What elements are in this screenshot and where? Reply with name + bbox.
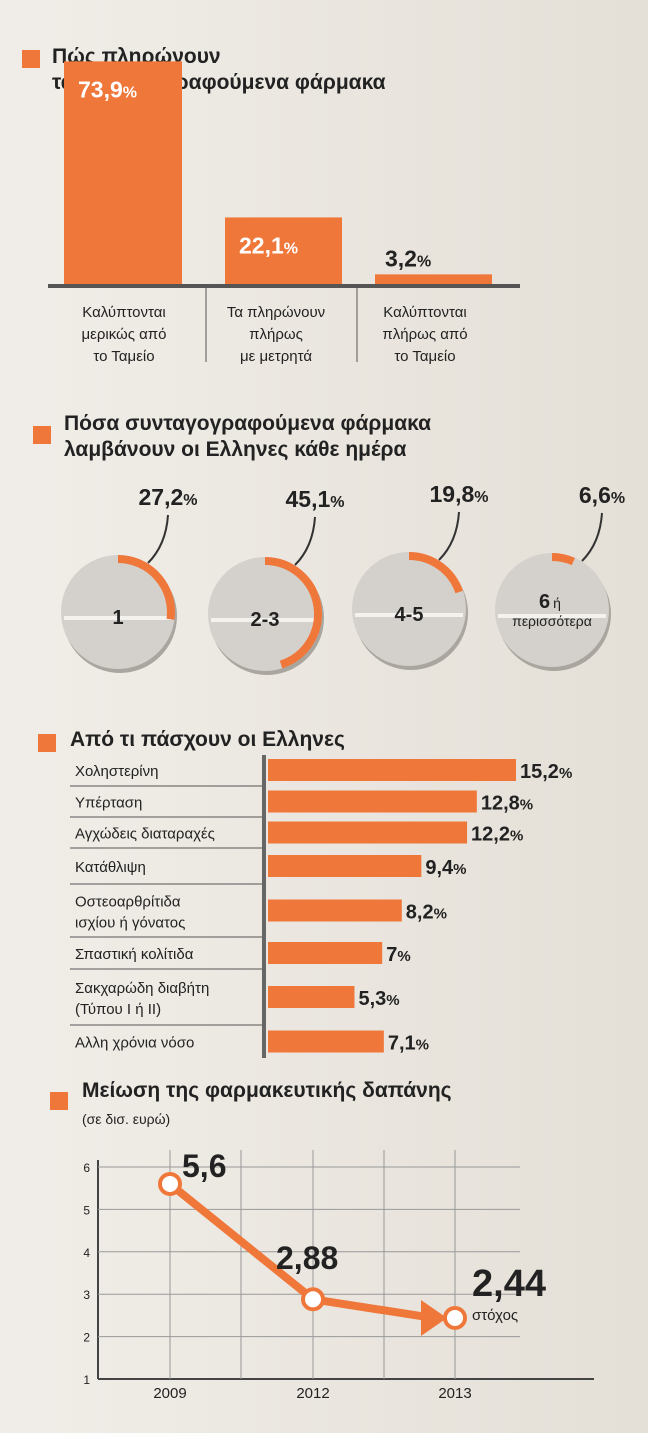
category-label-payment: μερικώς από	[82, 326, 167, 343]
value-label-disease-3: 9,4%	[425, 857, 466, 879]
section-1-marker	[22, 50, 40, 68]
bar-disease-7	[268, 1030, 384, 1053]
pie-leader-1	[294, 516, 316, 566]
x-tick-label: 2012	[296, 1385, 329, 1402]
bar-disease-6	[268, 986, 355, 1008]
category-label-disease: Σακχαρώδη διαβήτη	[75, 980, 209, 997]
category-label-payment: το Ταμείο	[394, 348, 455, 365]
pie-value-label-1: 45,1%	[286, 486, 345, 512]
category-label-disease: Σπαστική κολίτιδα	[75, 946, 194, 963]
bar-disease-4	[268, 899, 402, 922]
category-label-disease: (Τύπου Ι ή ΙΙ)	[75, 1001, 161, 1018]
bar-disease-5	[268, 942, 383, 964]
section-4-marker	[50, 1092, 68, 1110]
category-label-disease: ισχίου ή γόνατος	[75, 915, 185, 932]
category-label-payment: πλήρως	[249, 326, 303, 343]
x-tick-label: 2013	[438, 1385, 471, 1402]
value-label-disease-1: 12,8%	[481, 793, 533, 815]
pill-2	[352, 552, 466, 666]
section-4-title: Μείωση της φαρμακευτικής δαπάνης	[82, 1078, 452, 1104]
line-point-1	[301, 1287, 325, 1312]
pie-slice-2	[408, 552, 463, 594]
section-2-title: Πόσα συνταγογραφούμενα φάρμακα λαμβάνουν…	[64, 411, 431, 463]
value-label-disease-7: 7,1%	[388, 1033, 429, 1055]
category-label-disease: Υπέρταση	[75, 795, 142, 812]
category-label-disease: Χοληστερίνη	[75, 763, 158, 780]
section-2-title-line: Πόσα συνταγογραφούμενα φάρμακα	[64, 412, 432, 435]
value-label-disease-5: 7%	[386, 944, 410, 966]
pie-category-label-1: 2-3	[251, 609, 280, 631]
category-label-payment: το Ταμείο	[93, 348, 154, 365]
category-label-disease: Αλλη χρόνια νόσο	[75, 1035, 194, 1052]
bar-disease-1	[268, 790, 477, 813]
category-label-payment: πλήρως από	[382, 326, 467, 343]
category-label-payment: Καλύπτονται	[383, 304, 466, 321]
value-label-disease-0: 15,2%	[520, 761, 572, 783]
value-label-payment-2: 3,2%	[385, 245, 431, 271]
pill-3	[495, 553, 609, 667]
pie-slice-1	[264, 557, 322, 669]
x-tick-label: 2009	[153, 1385, 186, 1402]
pie-value-label-0: 27,2%	[139, 484, 198, 510]
bar-disease-2	[268, 821, 468, 844]
pie-slice-3	[551, 553, 575, 566]
line-point-0	[158, 1171, 182, 1196]
line-value-label-0: 5,6	[182, 1148, 226, 1184]
category-label-payment: με μετρητά	[240, 348, 312, 365]
y-tick-label: 3	[83, 1288, 90, 1302]
bar-payment-0	[64, 61, 182, 284]
bar-payment-2	[375, 274, 492, 284]
series-arrowhead	[421, 1299, 447, 1336]
category-label-disease: Αγχώδεις διαταραχές	[75, 826, 215, 843]
line-value-label-1: 2,88	[276, 1240, 338, 1276]
pie-category-label-2: 4-5	[395, 604, 424, 626]
category-label-payment: Τα πληρώνουν	[227, 304, 325, 321]
category-label-payment: Καλύπτονται	[82, 304, 165, 321]
value-label-disease-6: 5,3%	[358, 988, 399, 1010]
pie-value-label-3: 6,6%	[579, 482, 625, 508]
line-annotation: στόχος	[472, 1307, 518, 1324]
category-label-disease: Οστεοαρθρίτιδα	[75, 894, 181, 911]
pie-category-label-extra-3: περισσότερα	[512, 613, 592, 629]
bar-disease-0	[268, 759, 516, 781]
section-3-marker	[38, 734, 56, 752]
pie-category-label-0: 1	[112, 607, 123, 629]
y-tick-label: 4	[83, 1246, 90, 1260]
value-label-payment-1: 22,1%	[239, 232, 298, 258]
value-label-payment-0: 73,9%	[78, 76, 137, 102]
y-tick-label: 2	[83, 1331, 90, 1345]
pill-0	[61, 555, 175, 669]
value-label-disease-2: 12,2%	[471, 824, 523, 846]
y-tick-label: 1	[83, 1373, 90, 1387]
section-4-title-line: Μείωση της φαρμακευτικής δαπάνης	[82, 1079, 452, 1102]
pie-leader-3	[581, 512, 603, 562]
pill-1	[208, 557, 322, 671]
category-label-disease: Κατάθλιψη	[75, 859, 146, 876]
line-point-2	[443, 1305, 467, 1330]
line-value-label-2: 2,44	[472, 1263, 546, 1305]
pie-leader-0	[147, 514, 169, 564]
pie-value-label-2: 19,8%	[430, 481, 489, 507]
value-label-disease-4: 8,2%	[406, 902, 447, 924]
section-3-title-line: Από τι πάσχουν οι Ελληνες	[70, 728, 345, 751]
section-4-subtitle: (σε δισ. ευρώ)	[82, 1111, 171, 1127]
pie-slice-0	[117, 555, 175, 620]
section-2-marker	[33, 426, 51, 444]
section-3-title: Από τι πάσχουν οι Ελληνες	[70, 727, 345, 753]
bar-payment-1	[225, 217, 342, 284]
y-tick-label: 5	[83, 1203, 90, 1217]
bar-disease-3	[268, 855, 422, 877]
pie-leader-2	[438, 511, 460, 561]
y-tick-label: 6	[83, 1161, 90, 1175]
section-2-title-line: λαμβάνουν οι Ελληνες κάθε ημέρα	[64, 438, 407, 461]
